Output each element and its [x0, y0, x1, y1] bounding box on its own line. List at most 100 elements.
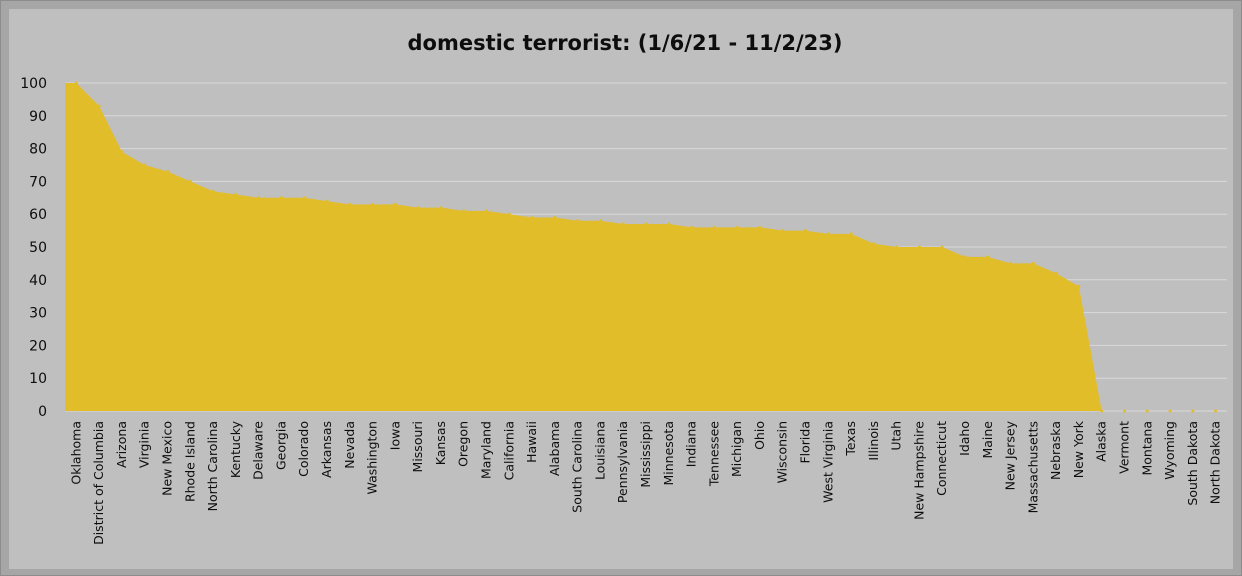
- data-point: [97, 104, 101, 108]
- x-tick-label: Maine: [980, 421, 995, 459]
- x-tick-label: Kansas: [433, 421, 448, 465]
- area-fill: [65, 83, 1216, 411]
- x-tick-label: Louisiana: [592, 421, 607, 480]
- data-point: [1031, 261, 1035, 265]
- x-tick-label: Nebraska: [1048, 421, 1063, 480]
- x-tick-label: Rhode Island: [182, 421, 197, 502]
- x-tick-label: Arkansas: [319, 421, 334, 478]
- x-tick-label: Michigan: [729, 421, 744, 477]
- x-tick-label: Tennessee: [706, 421, 721, 487]
- data-point: [1100, 409, 1104, 413]
- x-tick-label: Georgia: [273, 421, 288, 470]
- data-point: [735, 225, 739, 229]
- data-point: [120, 150, 124, 154]
- x-tick-label: Texas: [843, 421, 858, 457]
- data-point: [462, 209, 466, 213]
- x-tick-label: California: [501, 421, 516, 480]
- data-point: [279, 196, 283, 200]
- y-tick-label: 20: [29, 338, 47, 354]
- y-tick-label: 0: [38, 404, 47, 420]
- data-point: [74, 81, 78, 85]
- x-tick-label: Indiana: [684, 421, 699, 467]
- data-point: [1054, 271, 1058, 275]
- x-tick-label: New Jersey: [1003, 420, 1018, 490]
- y-tick-label: 50: [29, 240, 47, 256]
- x-tick-label: Nevada: [342, 421, 357, 469]
- y-tick-label: 70: [29, 174, 47, 190]
- x-tick-label: District of Columbia: [91, 421, 106, 545]
- y-tick-label: 60: [29, 207, 47, 223]
- x-tick-label: New Mexico: [160, 421, 175, 496]
- x-tick-label: Florida: [797, 421, 812, 464]
- chart-title: domestic terrorist: (1/6/21 - 11/2/23): [407, 31, 842, 55]
- x-tick-label: Colorado: [296, 421, 311, 477]
- series-area: [65, 81, 1218, 413]
- y-tick-label: 100: [20, 76, 47, 92]
- data-point: [712, 225, 716, 229]
- x-tick-label: South Dakota: [1185, 421, 1200, 506]
- x-tick-label: North Dakota: [1208, 421, 1223, 504]
- data-point: [781, 229, 785, 233]
- data-point: [188, 179, 192, 183]
- data-point: [1009, 261, 1013, 265]
- x-tick-label: Hawaii: [524, 421, 539, 463]
- x-tick-label: Pennsylvania: [615, 421, 630, 503]
- data-point: [371, 202, 375, 206]
- data-point: [416, 206, 420, 210]
- data-point: [826, 232, 830, 236]
- x-tick-label: Maryland: [479, 421, 494, 479]
- x-tick-label: Kentucky: [228, 420, 243, 478]
- data-point: [917, 245, 921, 249]
- x-tick-label: Idaho: [957, 421, 972, 456]
- data-point: [1122, 409, 1126, 413]
- x-tick-label: Ohio: [752, 421, 767, 450]
- y-tick-label: 40: [29, 273, 47, 289]
- data-point: [598, 219, 602, 223]
- data-point: [986, 255, 990, 259]
- data-point: [1077, 284, 1081, 288]
- data-point: [1168, 409, 1172, 413]
- data-point: [166, 170, 170, 174]
- y-axis-ticks: 0 10 20 30 40 50 60 70 80 90 100: [20, 76, 47, 420]
- x-tick-label: Minnesota: [661, 421, 676, 486]
- data-point: [803, 229, 807, 233]
- x-tick-label: Arizona: [114, 421, 129, 468]
- data-point: [234, 193, 238, 197]
- data-point: [1214, 409, 1218, 413]
- data-point: [393, 202, 397, 206]
- data-point: [644, 222, 648, 226]
- y-tick-label: 90: [29, 109, 47, 125]
- data-point: [576, 219, 580, 223]
- data-point: [895, 245, 899, 249]
- x-axis-ticks: Oklahoma District of Columbia Arizona Virgi…: [68, 420, 1222, 545]
- data-point: [849, 232, 853, 236]
- data-point: [1145, 409, 1149, 413]
- x-tick-label: Iowa: [387, 421, 402, 450]
- x-tick-label: Washington: [365, 421, 380, 494]
- x-tick-label: Montana: [1139, 421, 1154, 476]
- data-point: [758, 225, 762, 229]
- x-tick-label: Oregon: [456, 421, 471, 467]
- data-point: [302, 196, 306, 200]
- y-tick-label: 30: [29, 306, 47, 322]
- data-point: [1191, 409, 1195, 413]
- data-point: [257, 196, 261, 200]
- y-tick-label: 10: [29, 371, 47, 387]
- data-point: [690, 225, 694, 229]
- x-tick-label: Massachusetts: [1025, 421, 1040, 513]
- x-tick-label: Utah: [889, 421, 904, 451]
- x-tick-label: Vermont: [1116, 421, 1131, 474]
- x-tick-label: Alabama: [547, 421, 562, 476]
- data-point: [553, 215, 557, 219]
- data-point: [143, 163, 147, 167]
- x-tick-label: New York: [1071, 420, 1086, 478]
- data-point: [963, 255, 967, 259]
- data-point: [872, 242, 876, 246]
- data-point: [211, 189, 215, 193]
- x-tick-label: Oklahoma: [68, 421, 83, 485]
- y-tick-label: 80: [29, 142, 47, 158]
- x-tick-label: New Hampshire: [911, 421, 926, 520]
- data-point: [530, 215, 534, 219]
- data-point: [439, 206, 443, 210]
- data-point: [507, 212, 511, 216]
